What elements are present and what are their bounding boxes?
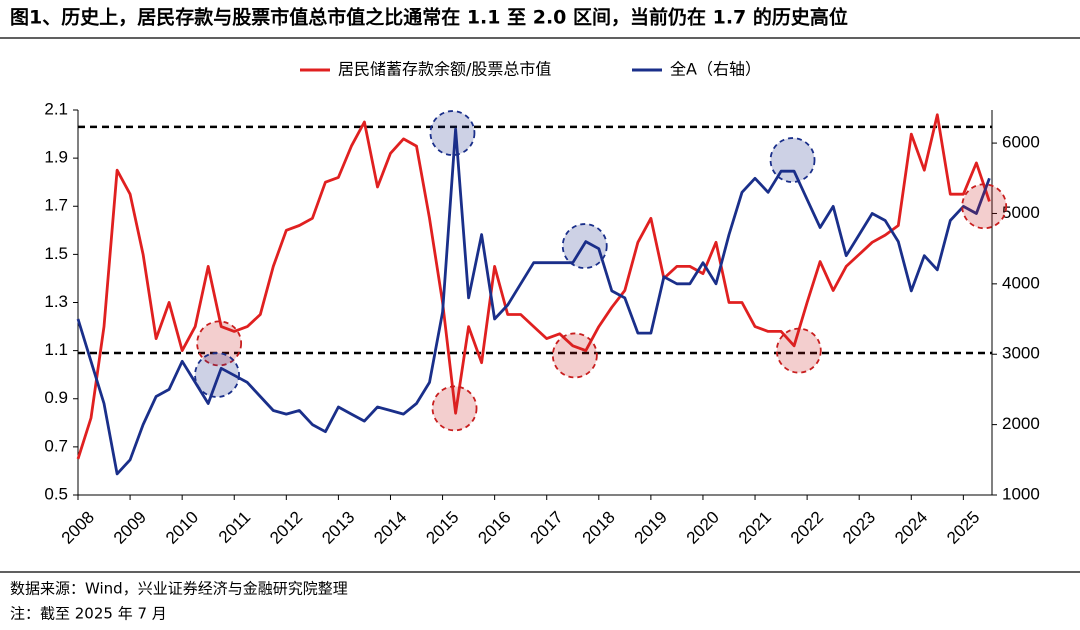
y-tick-label: 0.9 bbox=[44, 388, 68, 407]
highlight-circle bbox=[429, 110, 476, 156]
y-tick-label: 1.3 bbox=[44, 292, 68, 311]
x-tick-label: 2023 bbox=[839, 508, 879, 548]
footnote: 注：截至 2025 年 7 月 bbox=[10, 605, 167, 623]
y2-tick-label: 1000 bbox=[1002, 484, 1040, 503]
y-tick-label: 2.1 bbox=[44, 99, 68, 118]
y2-tick-label: 3000 bbox=[1002, 344, 1040, 363]
x-tick-label: 2009 bbox=[110, 508, 150, 548]
x-tick-label: 2015 bbox=[422, 508, 462, 548]
x-tick-label: 2013 bbox=[318, 508, 358, 548]
x-tick-label: 2025 bbox=[943, 508, 983, 548]
highlight-circle bbox=[775, 327, 822, 374]
legend-label: 居民储蓄存款余额/股票总市值 bbox=[338, 60, 551, 79]
x-tick-label: 2016 bbox=[474, 508, 514, 548]
y-tick-label: 1.1 bbox=[44, 340, 68, 359]
x-tick-label: 2014 bbox=[370, 508, 410, 548]
highlight-circle bbox=[431, 385, 478, 432]
x-tick-label: 2024 bbox=[891, 508, 931, 548]
x-tick-label: 2021 bbox=[735, 508, 775, 548]
x-tick-label: 2012 bbox=[266, 508, 306, 548]
highlight-circle bbox=[961, 183, 1008, 230]
y-tick-label: 0.5 bbox=[44, 484, 68, 503]
highlight-circle bbox=[551, 332, 598, 379]
highlight-circle bbox=[194, 352, 240, 398]
legend-label: 全A（右轴） bbox=[670, 60, 761, 79]
x-tick-label: 2019 bbox=[631, 508, 671, 548]
series-line bbox=[76, 113, 991, 460]
y2-tick-label: 6000 bbox=[1002, 133, 1040, 152]
x-tick-label: 2022 bbox=[787, 508, 827, 548]
y-tick-label: 1.9 bbox=[44, 148, 68, 167]
x-tick-label: 2020 bbox=[683, 508, 723, 548]
highlight-circle bbox=[561, 223, 608, 269]
y2-tick-label: 4000 bbox=[1002, 273, 1040, 292]
y-tick-label: 1.5 bbox=[44, 244, 68, 263]
chart-title: 图1、历史上，居民存款与股票市值总市值之比通常在 1.1 至 2.0 区间，当前… bbox=[10, 6, 848, 29]
x-tick-label: 2018 bbox=[579, 508, 619, 548]
x-tick-label: 2011 bbox=[215, 508, 254, 547]
x-tick-label: 2017 bbox=[527, 508, 567, 548]
y-tick-label: 0.7 bbox=[44, 436, 68, 455]
x-tick-label: 2008 bbox=[58, 508, 98, 548]
highlight-circle bbox=[769, 137, 816, 183]
y2-tick-label: 2000 bbox=[1002, 414, 1040, 433]
x-tick-label: 2010 bbox=[162, 508, 202, 548]
source-note: 数据来源：Wind，兴业证券经济与金融研究院整理 bbox=[10, 580, 348, 598]
series-line bbox=[76, 127, 991, 476]
y-tick-label: 1.7 bbox=[44, 196, 68, 215]
y2-tick-label: 5000 bbox=[1002, 203, 1040, 222]
